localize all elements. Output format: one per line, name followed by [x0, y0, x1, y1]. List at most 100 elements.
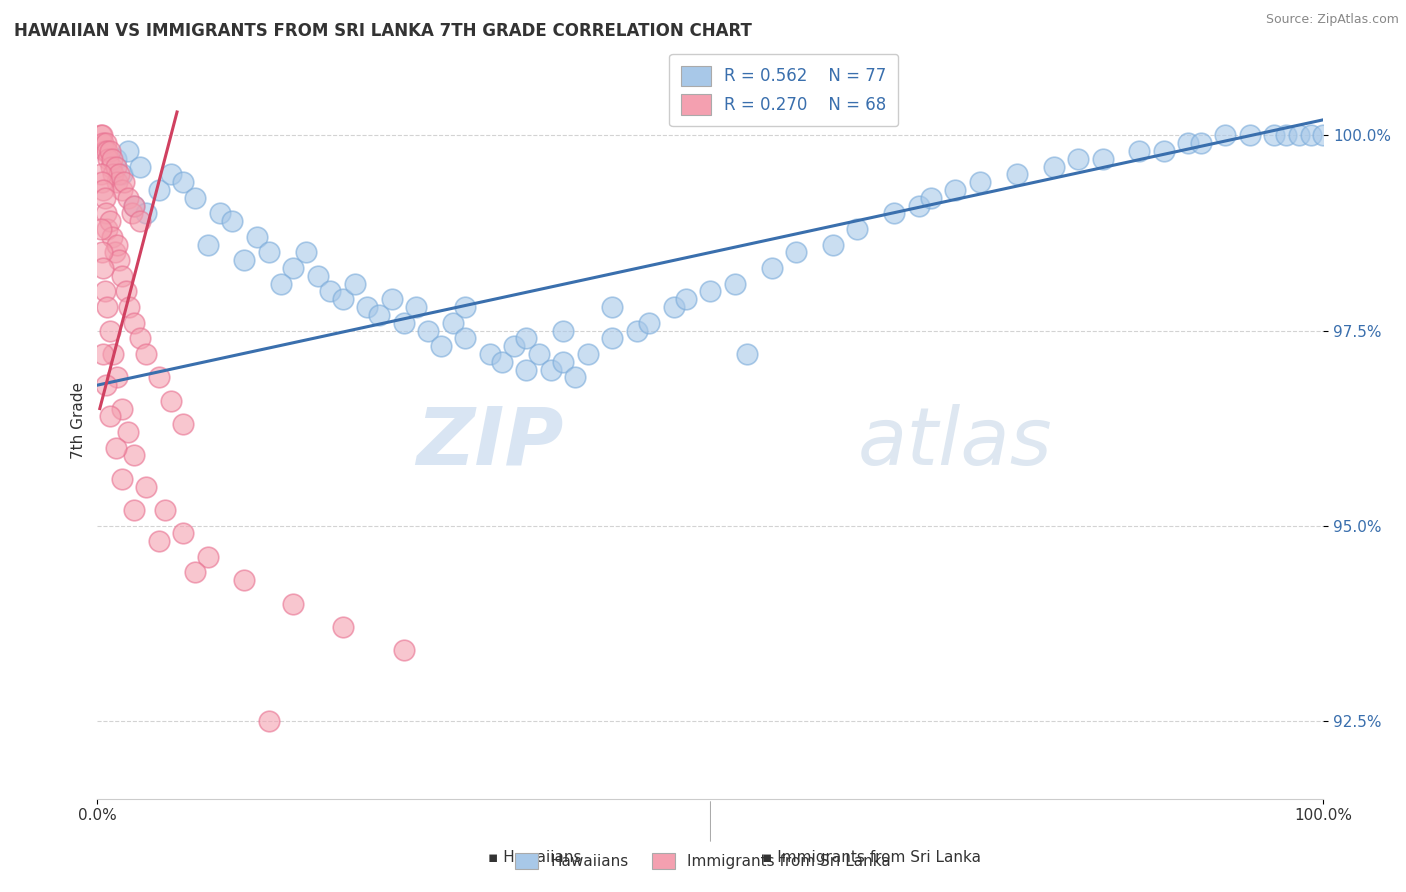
- Point: [270, 277, 292, 291]
- Point: [129, 214, 152, 228]
- Point: [148, 534, 170, 549]
- Point: [103, 347, 125, 361]
- Point: [724, 277, 747, 291]
- Point: [98, 144, 121, 158]
- Point: [117, 144, 139, 158]
- Point: [441, 316, 464, 330]
- Point: [491, 355, 513, 369]
- Point: [114, 285, 136, 299]
- Point: [233, 573, 256, 587]
- Point: [418, 324, 440, 338]
- Text: HAWAIIAN VS IMMIGRANTS FROM SRI LANKA 7TH GRADE CORRELATION CHART: HAWAIIAN VS IMMIGRANTS FROM SRI LANKA 7T…: [14, 22, 752, 40]
- Point: [1091, 152, 1114, 166]
- Point: [172, 175, 194, 189]
- Point: [112, 175, 135, 189]
- Point: [103, 168, 125, 182]
- Point: [93, 285, 115, 299]
- Point: [98, 409, 121, 424]
- Point: [846, 222, 869, 236]
- Text: Source: ZipAtlas.com: Source: ZipAtlas.com: [1265, 13, 1399, 27]
- Point: [294, 245, 316, 260]
- Point: [392, 316, 415, 330]
- Point: [105, 237, 128, 252]
- Point: [564, 370, 586, 384]
- Point: [111, 168, 134, 182]
- Point: [172, 417, 194, 432]
- Point: [283, 597, 305, 611]
- Point: [356, 300, 378, 314]
- Point: [920, 191, 942, 205]
- Point: [93, 347, 115, 361]
- Point: [97, 152, 120, 166]
- Point: [90, 168, 112, 182]
- Point: [553, 355, 575, 369]
- Point: [117, 425, 139, 439]
- Point: [735, 347, 758, 361]
- Point: [122, 503, 145, 517]
- Point: [478, 347, 501, 361]
- Point: [1189, 136, 1212, 151]
- Point: [1299, 128, 1322, 143]
- Point: [1177, 136, 1199, 151]
- Point: [90, 128, 112, 143]
- Point: [576, 347, 599, 361]
- Point: [1128, 144, 1150, 158]
- Point: [148, 183, 170, 197]
- Point: [108, 168, 131, 182]
- Point: [122, 316, 145, 330]
- Point: [1005, 168, 1028, 182]
- Point: [785, 245, 807, 260]
- Point: [454, 300, 477, 314]
- Y-axis label: 7th Grade: 7th Grade: [72, 382, 86, 458]
- Point: [257, 714, 280, 728]
- Point: [153, 503, 176, 517]
- Legend: Hawaiians, Immigrants from Sri Lanka: Hawaiians, Immigrants from Sri Lanka: [509, 847, 897, 875]
- Point: [135, 347, 157, 361]
- Point: [129, 331, 152, 345]
- Point: [945, 183, 967, 197]
- Point: [135, 480, 157, 494]
- Point: [907, 199, 929, 213]
- Point: [381, 293, 404, 307]
- Point: [429, 339, 451, 353]
- Point: [208, 206, 231, 220]
- Point: [93, 191, 115, 205]
- Point: [332, 293, 354, 307]
- Point: [319, 285, 342, 299]
- Point: [104, 152, 127, 166]
- Point: [117, 191, 139, 205]
- Point: [257, 245, 280, 260]
- Point: [307, 268, 329, 283]
- Point: [343, 277, 366, 291]
- Point: [104, 160, 127, 174]
- Point: [638, 316, 661, 330]
- Point: [93, 144, 115, 158]
- Point: [1288, 128, 1310, 143]
- Point: [108, 253, 131, 268]
- Text: ▪ Hawaiians: ▪ Hawaiians: [488, 850, 581, 865]
- Point: [553, 324, 575, 338]
- Point: [111, 183, 134, 197]
- Point: [105, 370, 128, 384]
- Point: [94, 378, 117, 392]
- Point: [91, 175, 114, 189]
- Point: [96, 300, 118, 314]
- Point: [197, 237, 219, 252]
- Point: [103, 245, 125, 260]
- Point: [101, 230, 124, 244]
- Point: [368, 308, 391, 322]
- Point: [93, 136, 115, 151]
- Point: [1042, 160, 1064, 174]
- Text: atlas: atlas: [858, 404, 1052, 482]
- Point: [111, 268, 134, 283]
- Point: [197, 549, 219, 564]
- Point: [94, 206, 117, 220]
- Point: [515, 362, 537, 376]
- Point: [121, 206, 143, 220]
- Point: [160, 393, 183, 408]
- Point: [540, 362, 562, 376]
- Point: [100, 160, 122, 174]
- Point: [600, 300, 623, 314]
- Point: [1312, 128, 1334, 143]
- Legend: R = 0.562    N = 77, R = 0.270    N = 68: R = 0.562 N = 77, R = 0.270 N = 68: [669, 54, 898, 126]
